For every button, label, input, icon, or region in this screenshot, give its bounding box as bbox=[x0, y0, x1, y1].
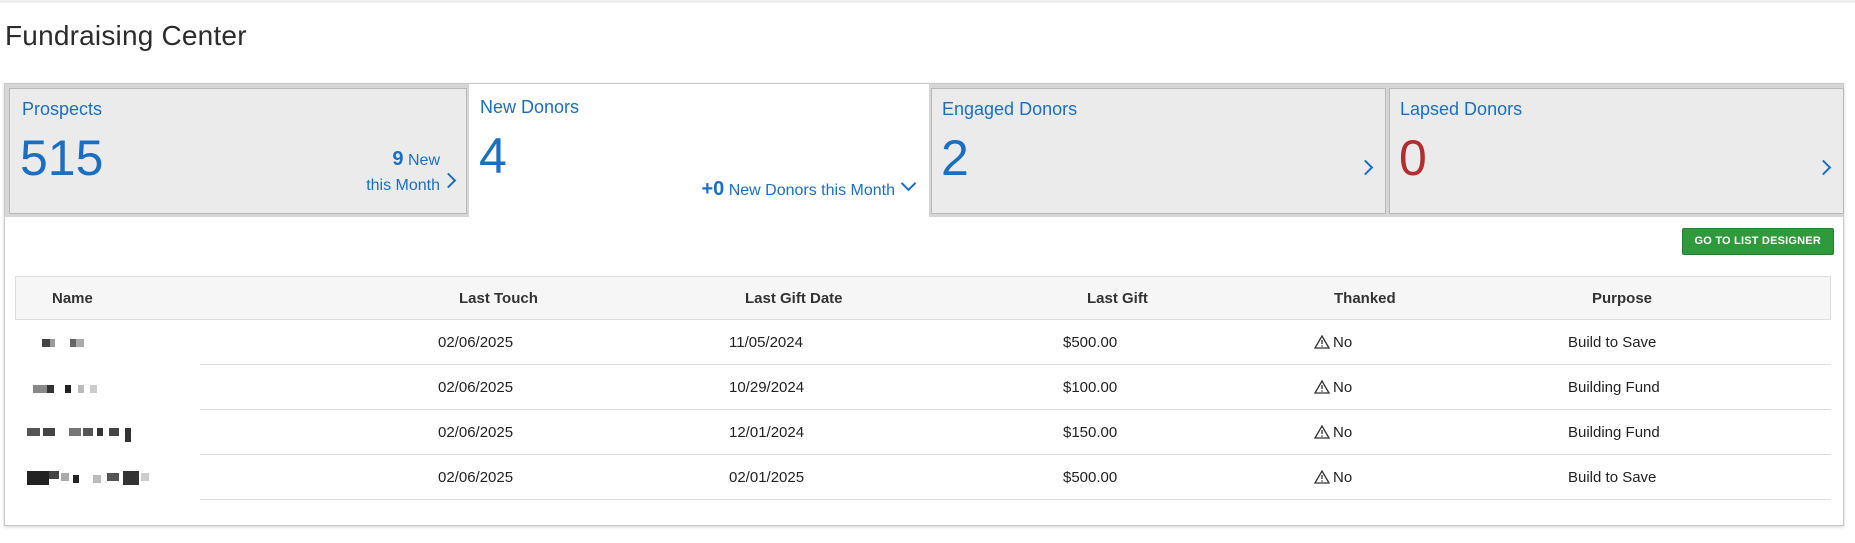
new-donors-count: 4 bbox=[479, 128, 507, 184]
new-donors-delta: +0 bbox=[701, 178, 725, 200]
purpose: Building Fund bbox=[1568, 379, 1660, 396]
thanked-value: No bbox=[1333, 424, 1353, 441]
last-touch: 02/06/2025 bbox=[438, 424, 514, 441]
last-gift: $150.00 bbox=[1063, 424, 1118, 441]
donor-tiles: Prospects 515 9 New this Month New Donor… bbox=[5, 84, 1844, 218]
thanked-status: No bbox=[1314, 365, 1352, 410]
chevron-right-icon bbox=[1815, 159, 1832, 176]
last-gift: $500.00 bbox=[1063, 334, 1118, 351]
new-donors-delta-label: New Donors this Month bbox=[728, 182, 895, 199]
column-header-last-touch[interactable]: Last Touch bbox=[459, 290, 538, 307]
last-gift-date: 10/29/2024 bbox=[729, 379, 805, 396]
column-header-last-gift[interactable]: Last Gift bbox=[1087, 290, 1148, 307]
prospects-new-count: 9 bbox=[392, 148, 404, 170]
last-gift: $100.00 bbox=[1063, 379, 1118, 396]
thanked-status: No bbox=[1314, 455, 1352, 500]
warning-triangle-icon bbox=[1314, 425, 1330, 439]
top-divider bbox=[0, 0, 1855, 3]
column-header-name[interactable]: Name bbox=[52, 290, 93, 307]
tile-title: Lapsed Donors bbox=[1400, 99, 1523, 119]
new-donors-this-month: +0 New Donors this Month bbox=[701, 177, 895, 203]
prospects-new-label: New bbox=[407, 152, 440, 169]
page-title: Fundraising Center bbox=[5, 20, 247, 51]
column-header-purpose[interactable]: Purpose bbox=[1592, 290, 1653, 307]
engaged-count: 2 bbox=[941, 130, 969, 186]
last-touch: 02/06/2025 bbox=[438, 334, 514, 351]
tile-title: New Donors bbox=[480, 97, 580, 117]
prospects-count: 515 bbox=[20, 130, 104, 186]
last-gift: $500.00 bbox=[1063, 469, 1118, 486]
donor-name-redacted[interactable] bbox=[15, 320, 200, 365]
warning-triangle-icon bbox=[1314, 380, 1330, 394]
thanked-value: No bbox=[1333, 379, 1353, 396]
prospects-new-label2: this Month bbox=[366, 177, 440, 194]
thanked-status: No bbox=[1314, 320, 1352, 365]
last-touch: 02/06/2025 bbox=[438, 469, 514, 486]
purpose: Building Fund bbox=[1568, 424, 1660, 441]
table-row[interactable]: 02/06/2025 02/01/2025 $500.00 No Build t… bbox=[15, 455, 1831, 500]
last-gift-date: 11/05/2024 bbox=[729, 334, 803, 351]
chevron-right-icon bbox=[1357, 159, 1374, 176]
warning-triangle-icon bbox=[1314, 470, 1330, 484]
thanked-value: No bbox=[1333, 334, 1353, 351]
lapsed-count: 0 bbox=[1399, 130, 1427, 186]
donor-name-redacted[interactable] bbox=[15, 410, 200, 455]
warning-triangle-icon bbox=[1314, 335, 1330, 349]
last-touch: 02/06/2025 bbox=[438, 379, 514, 396]
table-row[interactable]: 02/06/2025 10/29/2024 $100.00 No Buildin… bbox=[15, 365, 1831, 410]
last-gift-date: 12/01/2024 bbox=[729, 424, 805, 441]
tile-engaged-donors[interactable]: Engaged Donors 2 bbox=[931, 88, 1386, 214]
thanked-status: No bbox=[1314, 410, 1352, 455]
donor-name-redacted[interactable] bbox=[15, 455, 200, 500]
tile-title: Prospects bbox=[22, 99, 103, 119]
donor-table: Name Last Touch Last Gift Date Last Gift… bbox=[15, 276, 1831, 500]
tile-prospects[interactable]: Prospects 515 9 New this Month bbox=[9, 88, 467, 214]
table-row[interactable]: 02/06/2025 11/05/2024 $500.00 No Build t… bbox=[15, 320, 1831, 365]
column-header-last-gift-date[interactable]: Last Gift Date bbox=[745, 290, 843, 307]
donor-name-redacted[interactable] bbox=[15, 365, 200, 410]
last-gift-date: 02/01/2025 bbox=[729, 469, 805, 486]
tile-new-donors[interactable]: New Donors 4 +0 New Donors this Month bbox=[469, 84, 929, 218]
table-row[interactable]: 02/06/2025 12/01/2024 $150.00 No Buildin… bbox=[15, 410, 1831, 455]
chevron-down-icon bbox=[900, 175, 917, 192]
purpose: Build to Save bbox=[1568, 469, 1657, 486]
thanked-value: No bbox=[1333, 469, 1353, 486]
column-header-thanked[interactable]: Thanked bbox=[1334, 290, 1396, 307]
chevron-right-icon bbox=[440, 172, 457, 189]
go-to-list-designer-button[interactable]: GO TO LIST DESIGNER bbox=[1681, 228, 1834, 255]
fundraising-panel: Prospects 515 9 New this Month New Donor… bbox=[4, 83, 1844, 526]
tile-title: Engaged Donors bbox=[942, 99, 1078, 119]
purpose: Build to Save bbox=[1568, 334, 1657, 351]
tile-lapsed-donors[interactable]: Lapsed Donors 0 bbox=[1389, 88, 1844, 214]
prospects-new-this-month: 9 New this Month bbox=[366, 147, 440, 198]
table-header: Name Last Touch Last Gift Date Last Gift… bbox=[15, 276, 1831, 320]
